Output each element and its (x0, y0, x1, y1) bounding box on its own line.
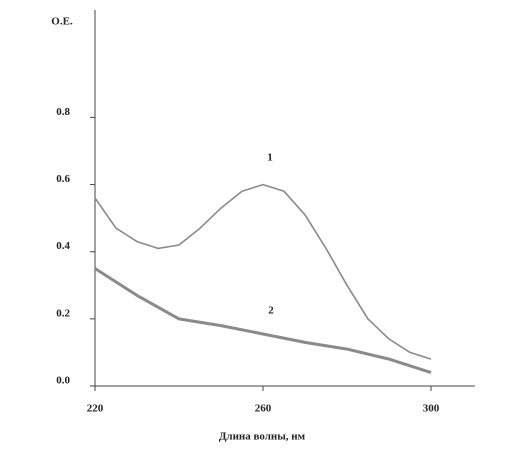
y-tick-label: 0.4 (56, 240, 70, 252)
y-tick-label: 0.2 (56, 307, 70, 319)
series-label: 2 (268, 305, 274, 317)
y-axis-label: O.E. (51, 16, 73, 28)
data-line (94, 267, 432, 375)
x-tick-label: 300 (423, 403, 440, 415)
series-label: 1 (267, 152, 273, 164)
data-line (94, 183, 432, 360)
y-tick-label: 0.8 (56, 106, 70, 118)
y-tick-label: 0.6 (56, 173, 70, 185)
x-tick-label: 260 (255, 403, 272, 415)
x-tick-label: 220 (87, 403, 104, 415)
x-axis-label: Длина волны, нм (219, 431, 306, 443)
y-tick-label: 0.0 (56, 375, 70, 387)
